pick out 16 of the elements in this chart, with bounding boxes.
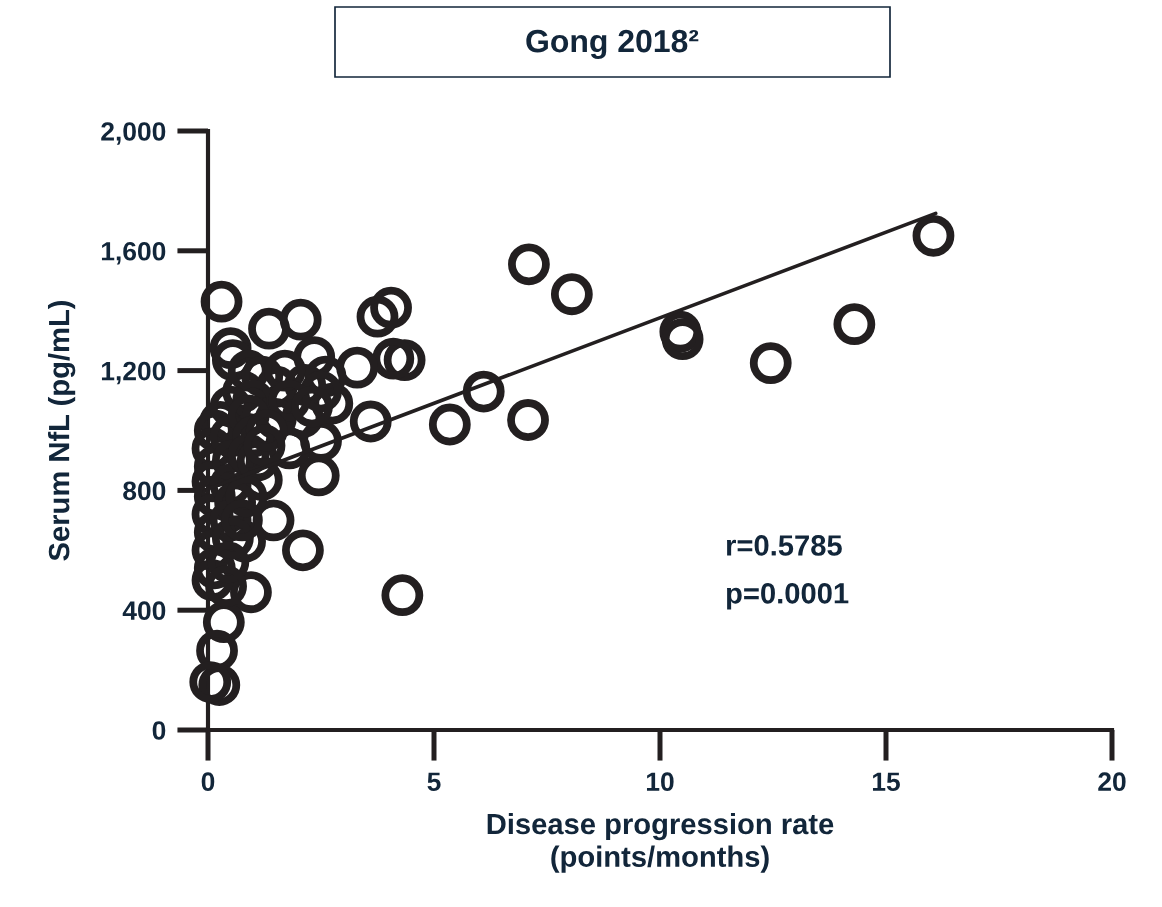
y-tick-label: 2,000 bbox=[101, 122, 166, 145]
y-axis-title: Serum NfL (pg/mL) bbox=[47, 300, 76, 561]
x-tick-label: 15 bbox=[872, 772, 900, 792]
annotation: r=0.5785 bbox=[727, 535, 842, 556]
y-tick-label: 1,200 bbox=[101, 361, 166, 385]
x-axis-title: Disease progression rate (points/months) bbox=[487, 812, 834, 873]
x-tick-label: 10 bbox=[646, 772, 674, 792]
chart-title: Gong 2018² bbox=[526, 29, 699, 59]
y-tick-label: 0 bbox=[152, 721, 166, 740]
x-tick-label: 5 bbox=[427, 772, 441, 792]
y-tick-label: 1,600 bbox=[101, 241, 166, 265]
x-tick-label: 20 bbox=[1098, 772, 1126, 792]
x-tick-label: 0 bbox=[201, 772, 215, 792]
annotation: p=0.0001 bbox=[727, 583, 849, 610]
y-tick-label: 800 bbox=[123, 481, 166, 501]
y-tick-label: 400 bbox=[122, 601, 166, 621]
